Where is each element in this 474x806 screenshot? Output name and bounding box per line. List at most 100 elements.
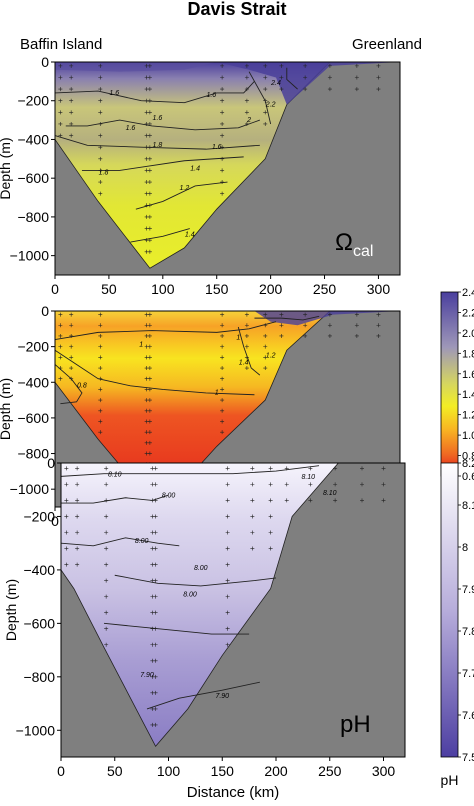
sample-point [58, 133, 63, 138]
sample-point [263, 75, 268, 80]
colorbar-tick-label: 0.80 [462, 451, 474, 463]
y-tick-label: −600 [17, 410, 49, 426]
colorbar-tick-label: 7.9 [462, 584, 474, 596]
sample-point [244, 110, 249, 115]
x-tick-label: 50 [107, 763, 123, 779]
panel-ph: 8.108.008.008.008.007.907.908.108.100−20… [3, 455, 406, 801]
sample-point [69, 376, 74, 381]
y-tick-label: 0 [47, 455, 55, 471]
sample-point [381, 466, 386, 471]
sample-point [220, 63, 225, 68]
sample-point [98, 398, 103, 403]
right-location-label: Greenland [352, 36, 422, 53]
sample-point [147, 63, 152, 68]
colorbar-gradient [440, 462, 459, 758]
sample-point [381, 482, 386, 487]
x-tick-label: 100 [157, 763, 181, 779]
sample-point [250, 530, 255, 535]
sample-point [225, 626, 230, 631]
sample-point [147, 180, 152, 185]
sample-point [69, 366, 74, 371]
sample-point [268, 482, 273, 487]
y-axis-label: Depth (m) [0, 137, 13, 199]
sample-point [147, 323, 152, 328]
sample-point [104, 642, 109, 647]
sample-point [153, 706, 158, 711]
y-tick-label: −600 [17, 170, 49, 186]
colorbars-group: 2.40 2.20 2.00 1.80 1.60 1.40 1.20 1.00 0.80 0.60… [441, 287, 474, 788]
sample-point [98, 180, 103, 185]
sample-point [98, 63, 103, 68]
sample-point [98, 323, 103, 328]
panel-label: Ωcal [335, 229, 373, 260]
sample-point [153, 562, 158, 567]
sample-point [327, 75, 332, 80]
sample-point [147, 419, 152, 424]
sample-point [147, 168, 152, 173]
surface-water-band [254, 311, 400, 326]
sample-point [303, 63, 308, 68]
sample-point [284, 498, 289, 503]
contour-label: 1 [215, 390, 219, 397]
sample-point [244, 366, 249, 371]
sample-point [58, 110, 63, 115]
sample-point [327, 63, 332, 68]
sample-point [58, 63, 63, 68]
sample-point [244, 63, 249, 68]
sample-point [69, 333, 74, 338]
x-tick-label: 200 [264, 763, 288, 779]
sample-point [98, 344, 103, 349]
sample-point [69, 98, 74, 103]
sample-point [354, 333, 359, 338]
sample-point [220, 387, 225, 392]
y-axis-label: Depth (m) [3, 579, 19, 641]
sample-point [147, 333, 152, 338]
sample-point [147, 214, 152, 219]
sample-point [354, 312, 359, 317]
sample-point [98, 87, 103, 92]
sample-point [220, 133, 225, 138]
sample-point [354, 63, 359, 68]
sample-point [69, 87, 74, 92]
contour-label: 0.8 [77, 383, 87, 390]
sample-point [104, 578, 109, 583]
x-tick-label: 50 [101, 281, 117, 297]
y-tick-label: −1000 [16, 722, 56, 738]
sample-point [147, 110, 152, 115]
sample-point [263, 121, 268, 126]
sample-point [220, 430, 225, 435]
x-tick-label: 150 [205, 281, 229, 297]
sample-point [153, 642, 158, 647]
sample-point [268, 498, 273, 503]
sample-point [147, 430, 152, 435]
sample-point [327, 87, 332, 92]
sample-point [98, 376, 103, 381]
sample-point [98, 110, 103, 115]
sample-point [98, 168, 103, 173]
colorbar-tick-label: 1.40 [462, 389, 474, 401]
sample-point [263, 312, 268, 317]
sample-point [75, 546, 80, 551]
sample-point [147, 121, 152, 126]
sample-point [220, 145, 225, 150]
sample-point [153, 658, 158, 663]
panel-omega_cal: 1.6 1.6 1.8 2.2 2.4 1.6 1.6 1.4 1.2 1.4 1.8 1.6 2 0 −2… [0, 54, 401, 297]
sample-point [268, 546, 273, 551]
contour-line [254, 315, 320, 321]
sample-point [263, 87, 268, 92]
sample-point [279, 63, 284, 68]
sample-point [153, 466, 158, 471]
colorbar-omega: 2.40 2.20 2.00 1.80 1.60 1.40 1.20 1.00 0.80 0.60… [440, 287, 474, 516]
sample-point [250, 482, 255, 487]
sample-point [58, 355, 63, 360]
sample-point [69, 110, 74, 115]
sample-point [220, 344, 225, 349]
sample-point [153, 546, 158, 551]
contour-label: 1.6 [212, 144, 222, 151]
sample-point [303, 75, 308, 80]
sample-point [69, 121, 74, 126]
sample-point [220, 333, 225, 338]
colorbar-tick-label: 0.60 [462, 471, 474, 483]
sample-point [153, 498, 158, 503]
contour-line [54, 321, 277, 340]
